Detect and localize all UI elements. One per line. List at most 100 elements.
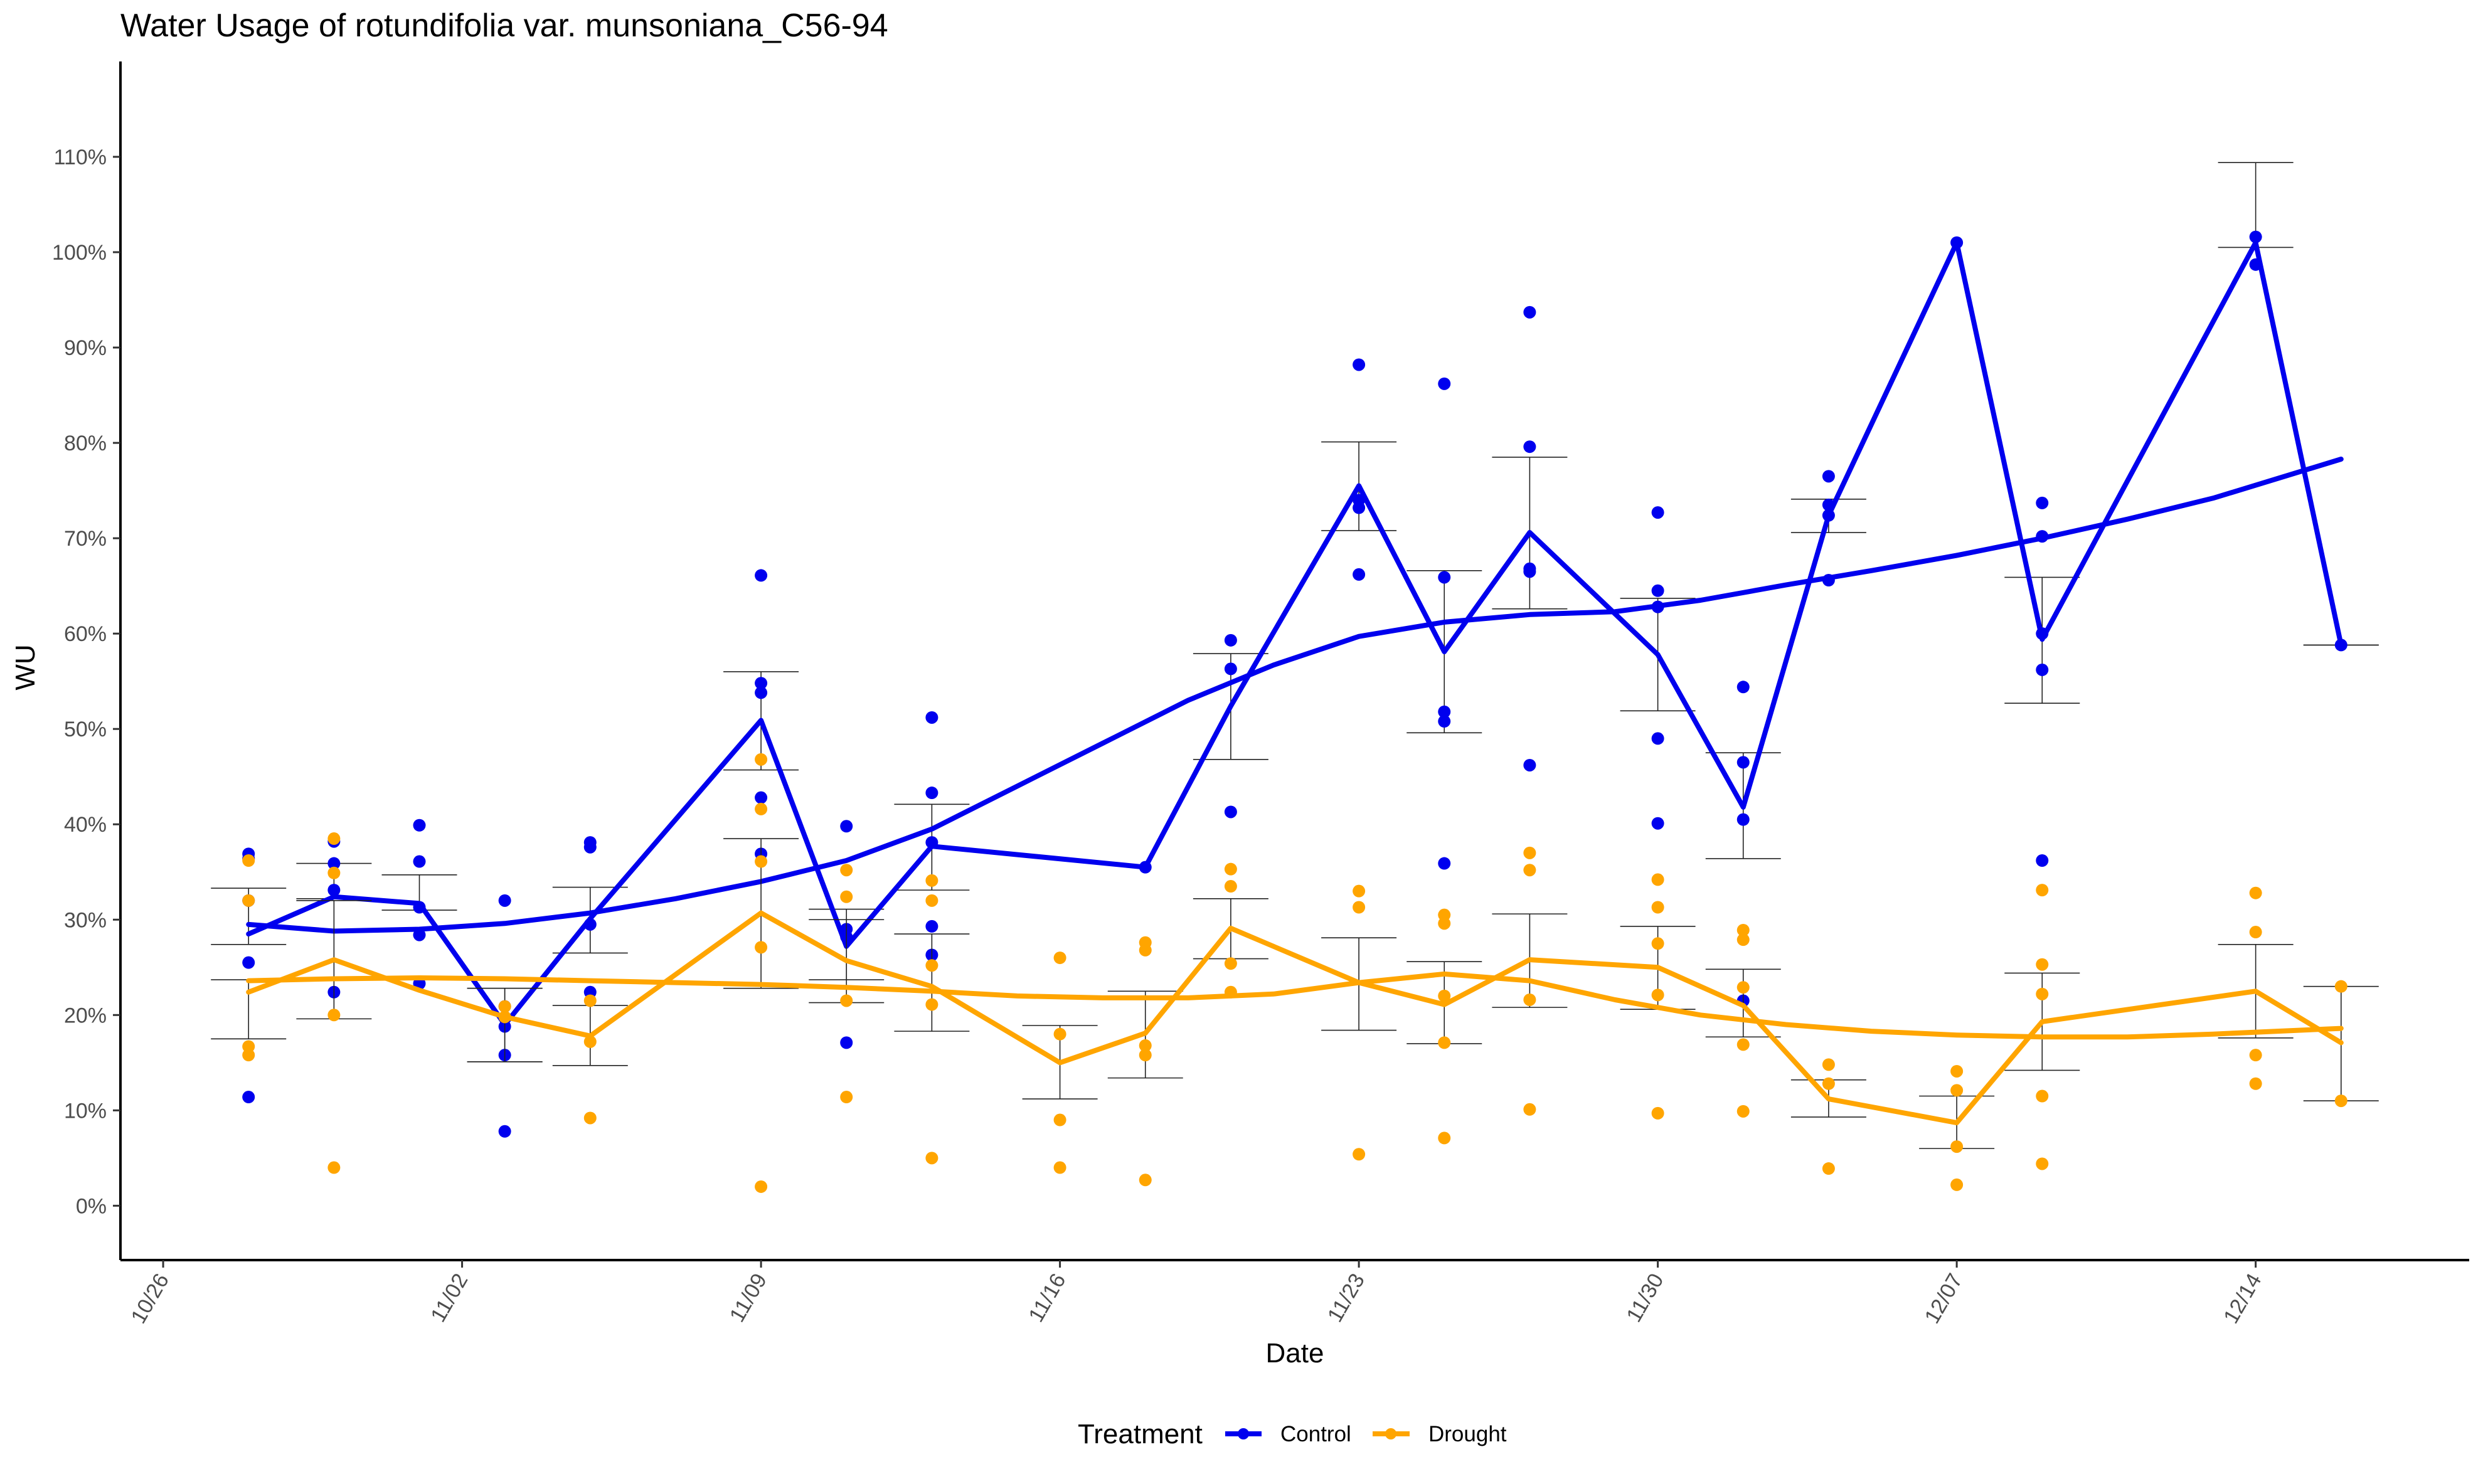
drought-point xyxy=(1438,1132,1451,1145)
drought-point xyxy=(1523,864,1536,877)
control-point xyxy=(413,819,426,832)
drought-point xyxy=(1139,943,1152,957)
control-point xyxy=(1438,571,1451,584)
y-tick-label: 110% xyxy=(54,146,107,169)
drought-point xyxy=(1950,1140,1964,1153)
control-point xyxy=(1523,565,1536,578)
control-mean-line xyxy=(246,240,2344,1027)
drought-point xyxy=(2036,1157,2049,1170)
drought-point xyxy=(1822,1058,1835,1071)
y-tick-label: 70% xyxy=(64,527,107,551)
drought-mean-line xyxy=(246,910,2344,1126)
control-point xyxy=(1822,470,1835,483)
drought-point xyxy=(1950,1178,1964,1191)
control-point xyxy=(498,894,511,907)
drought-point xyxy=(1438,908,1451,921)
drought-point xyxy=(1736,933,1750,946)
control-point xyxy=(1651,817,1664,830)
x-tick-label: 11/09 xyxy=(725,1269,772,1327)
drought-point xyxy=(1523,846,1536,859)
drought-point xyxy=(1053,1113,1066,1126)
axes: 0% 10% 20% 30% 40% 50% 60% 70% 80% 90% 100% 110% 10/… xyxy=(52,61,2469,1328)
legend-label-drought: Drought xyxy=(1428,1422,1507,1446)
control-point xyxy=(1224,633,1237,647)
control-point xyxy=(1523,758,1536,771)
x-axis-title: Date xyxy=(1266,1338,1324,1369)
control-point xyxy=(1523,305,1536,319)
drought-point xyxy=(1950,1064,1964,1078)
drought-point xyxy=(1438,989,1451,1002)
drought-point xyxy=(242,1040,255,1053)
control-point xyxy=(327,857,341,870)
drought-point xyxy=(1736,1038,1750,1051)
control-point xyxy=(1353,501,1366,514)
drought-point xyxy=(327,1161,341,1174)
drought-point xyxy=(498,1000,511,1013)
control-point xyxy=(413,855,426,868)
x-tick-label: 11/30 xyxy=(1622,1269,1668,1327)
y-tick-label: 0% xyxy=(76,1194,107,1218)
drought-point xyxy=(1651,1106,1664,1120)
drought-point xyxy=(1438,1036,1451,1049)
x-tick-label: 11/23 xyxy=(1323,1269,1369,1327)
drought-point xyxy=(1736,981,1750,994)
y-tick-label: 40% xyxy=(64,813,107,837)
plot-area xyxy=(211,162,2379,1193)
x-tick-label: 11/16 xyxy=(1024,1269,1070,1327)
control-point xyxy=(1438,857,1451,870)
drought-point xyxy=(327,832,341,845)
legend-label-control: Control xyxy=(1280,1422,1351,1446)
y-tick-label: 60% xyxy=(64,622,107,646)
drought-point xyxy=(1651,988,1664,1002)
y-tick-label: 50% xyxy=(64,718,107,741)
control-point xyxy=(1438,377,1451,390)
drought-point xyxy=(583,994,597,1007)
drought-point xyxy=(242,894,255,907)
drought-point xyxy=(1224,880,1237,893)
drought-point xyxy=(2036,958,2049,971)
drought-point xyxy=(1822,1077,1835,1090)
control-point xyxy=(2036,854,2049,867)
drought-point xyxy=(755,1180,768,1193)
legend-title: Treatment xyxy=(1078,1419,1203,1450)
x-tick-label: 12/07 xyxy=(1920,1269,1967,1328)
drought-point xyxy=(583,1111,597,1125)
drought-point xyxy=(1651,937,1664,950)
legend-item-control: Control xyxy=(1225,1422,1351,1446)
drought-point xyxy=(1523,993,1536,1006)
control-point xyxy=(840,820,853,833)
drought-point xyxy=(840,864,853,877)
control-point xyxy=(327,884,341,897)
drought-point xyxy=(583,1035,597,1048)
drought-point xyxy=(242,1049,255,1062)
drought-point xyxy=(1736,1105,1750,1118)
control-point xyxy=(1736,681,1750,694)
drought-point xyxy=(1139,1049,1152,1062)
control-point xyxy=(925,787,938,800)
drought-point xyxy=(2036,987,2049,1000)
drought-point xyxy=(1353,1148,1366,1161)
control-point xyxy=(2036,496,2049,509)
drought-point xyxy=(2249,926,2262,939)
drought-point xyxy=(840,1091,853,1104)
control-point xyxy=(1353,358,1366,371)
drought-point xyxy=(755,753,768,766)
drought-point xyxy=(2334,1094,2347,1108)
drought-point xyxy=(2334,980,2347,993)
drought-point xyxy=(1053,1161,1066,1174)
drought-point xyxy=(1139,1174,1152,1187)
drought-point xyxy=(1736,923,1750,936)
drought-point xyxy=(1353,901,1366,914)
drought-point xyxy=(1224,957,1237,970)
control-point xyxy=(755,791,768,804)
x-tick-label: 10/26 xyxy=(127,1269,174,1328)
drought-point xyxy=(1139,1039,1152,1052)
drought-point xyxy=(327,1009,341,1022)
drought-point xyxy=(1353,884,1366,898)
control-point xyxy=(1651,732,1664,745)
x-tick-label: 11/02 xyxy=(426,1269,472,1327)
control-point xyxy=(1224,805,1237,819)
chart-title: Water Usage of rotundifolia var. munsoni… xyxy=(120,8,888,44)
control-point xyxy=(1736,756,1750,769)
control-point xyxy=(242,1091,255,1104)
